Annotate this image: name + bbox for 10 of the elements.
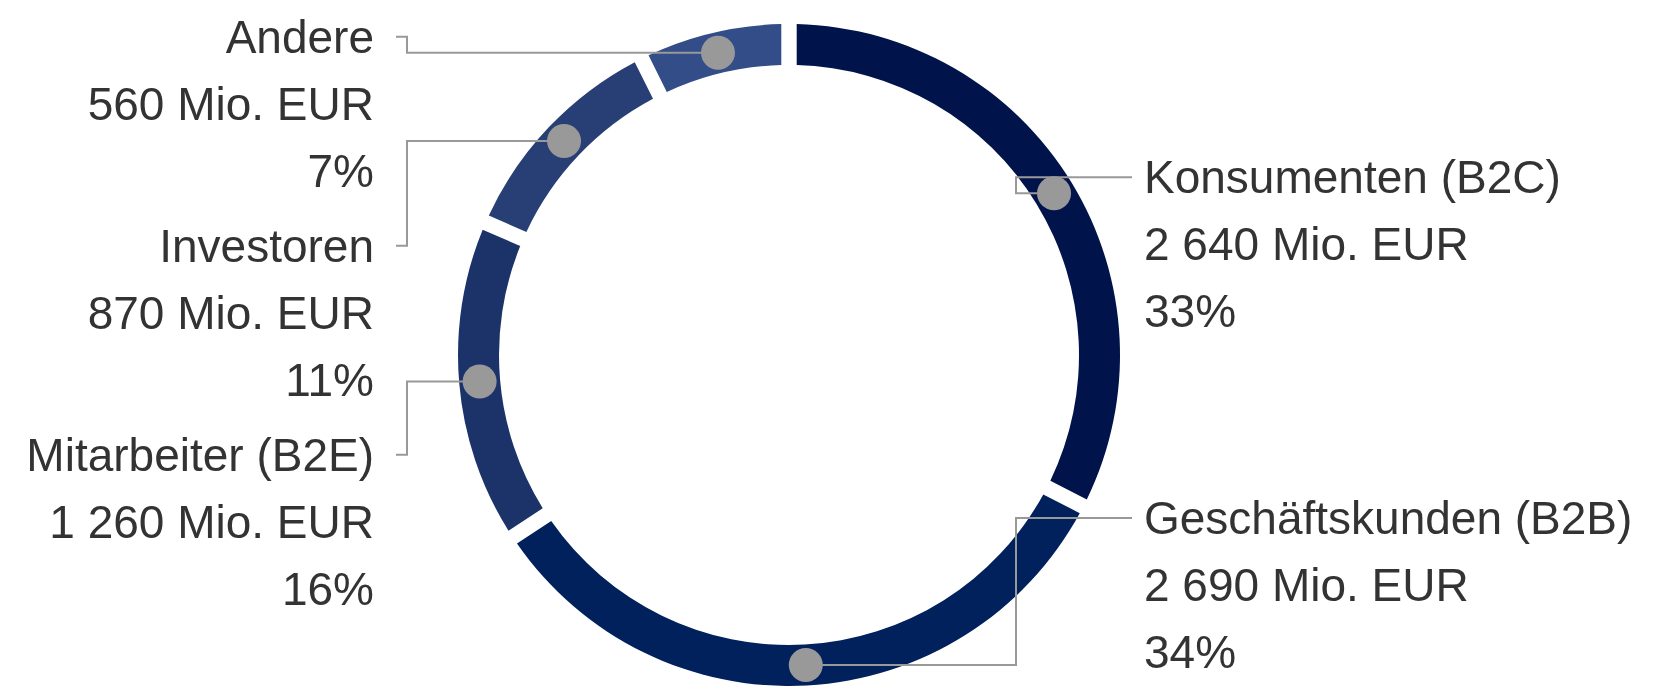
data-label: 560 Mio. EUR 7% xyxy=(87,77,374,197)
slice-label: Konsumenten (B2C) xyxy=(1144,151,1561,204)
slice-label: Investoren xyxy=(159,219,374,272)
slice-label: Mitarbeiter (B2E) xyxy=(26,428,374,481)
data-label: 870 Mio. EUR 11% xyxy=(87,286,374,406)
data-label: 2 640 Mio. EUR 33% xyxy=(1144,218,1469,338)
slice-label: Andere xyxy=(225,10,374,63)
slice-label: Geschäftskunden (B2B) xyxy=(1144,492,1633,544)
data-label: 1 260 Mio. EUR 16% xyxy=(49,495,374,615)
data-label: 2 690 Mio. EUR 34% xyxy=(1144,559,1469,678)
